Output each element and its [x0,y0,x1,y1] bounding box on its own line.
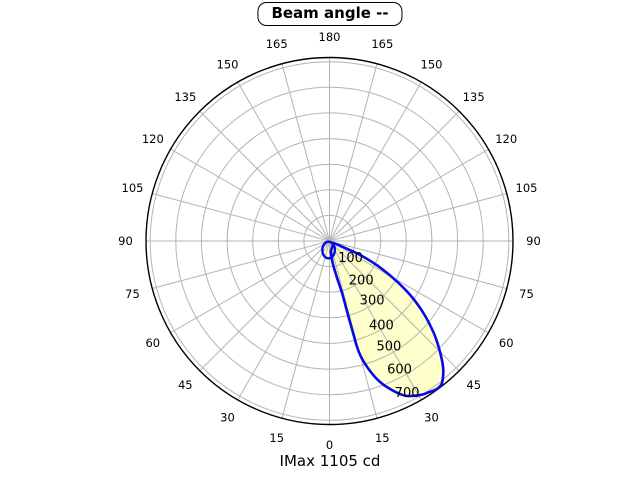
grid-spoke [152,240,330,289]
angle-tick-label: 90 [118,234,133,248]
radial-tick-label: 700 [395,386,420,401]
chart-title: Beam angle -- [271,4,389,22]
grid-spoke [281,63,330,242]
angle-tick-label: 0 [326,438,333,452]
grid-ring [200,112,459,370]
outer-circle [145,56,514,426]
grid-ring [303,214,356,268]
angle-tick-label: 45 [466,378,481,392]
imax-caption: IMax 1105 cd [279,452,381,470]
radial-tick-label: 100 [338,251,363,266]
grid-spoke [170,240,330,334]
angle-tick-label: 30 [424,411,439,425]
angle-tick-label: 165 [266,37,288,51]
radial-tick-label: 300 [360,294,385,309]
angle-tick-label: 75 [519,287,534,301]
angle-tick-labels: 0 15 15 30 30 45 45 60 60 75 75 90 90 105 105 120 120 135… [118,30,541,452]
radial-tick-label: 400 [369,318,394,333]
radial-tick-labels: 100 200 300 400 500 600 700 [338,251,419,401]
radial-tick-label: 200 [349,274,374,289]
grid-spoke [199,240,330,372]
intensity-lobe-outline [329,241,445,398]
angle-tick-label: 150 [421,57,443,71]
grid-spoke [237,81,330,242]
radial-tick-label: 500 [376,340,401,355]
angle-tick-label: 135 [463,90,485,104]
grid-ring [175,86,484,396]
angle-tick-label: 15 [269,431,284,445]
grid-spoke [329,110,460,242]
angle-tick-label: 60 [145,336,160,350]
angle-tick-label: 90 [526,234,541,248]
angle-tick-label: 105 [122,181,144,195]
angle-tick-label: 75 [125,287,140,301]
grid-ring [277,189,382,293]
grid-spoke [199,110,330,242]
grid-spoke [170,148,330,242]
grid-spoke [152,193,330,242]
grid-spoke [329,240,507,289]
angle-tick-label: 120 [142,132,164,146]
chart-title-box: Beam angle -- [257,2,403,26]
angle-tick-label: 60 [499,336,514,350]
grid-spoke [329,240,489,334]
grid-spoke [329,63,378,242]
angle-tick-label: 180 [319,30,341,44]
grid-spoke [237,240,330,401]
angle-tick-label: 120 [495,132,517,146]
lobe-stroke-layer [321,240,445,398]
angle-tick-label: 105 [516,181,538,195]
angle-tick-label: 135 [174,90,196,104]
grid-spoke [281,240,330,419]
back-lobe-outline [321,240,337,260]
grid-ring [226,138,433,344]
grid-ring [149,61,510,421]
grid-spoke [329,148,489,242]
angle-tick-label: 45 [178,378,193,392]
intensity-lobe-fill [330,243,444,397]
grid-ring [252,163,407,319]
grid-spoke [329,81,422,242]
angle-tick-label: 165 [371,37,393,51]
radial-tick-label: 600 [387,363,412,378]
grid-spoke [329,193,507,242]
polar-grid [146,57,513,425]
grid-spoke [329,240,422,401]
angle-tick-label: 30 [220,411,235,425]
grid-spoke [329,240,460,372]
angle-tick-label: 150 [217,57,239,71]
angle-tick-label: 15 [375,431,390,445]
